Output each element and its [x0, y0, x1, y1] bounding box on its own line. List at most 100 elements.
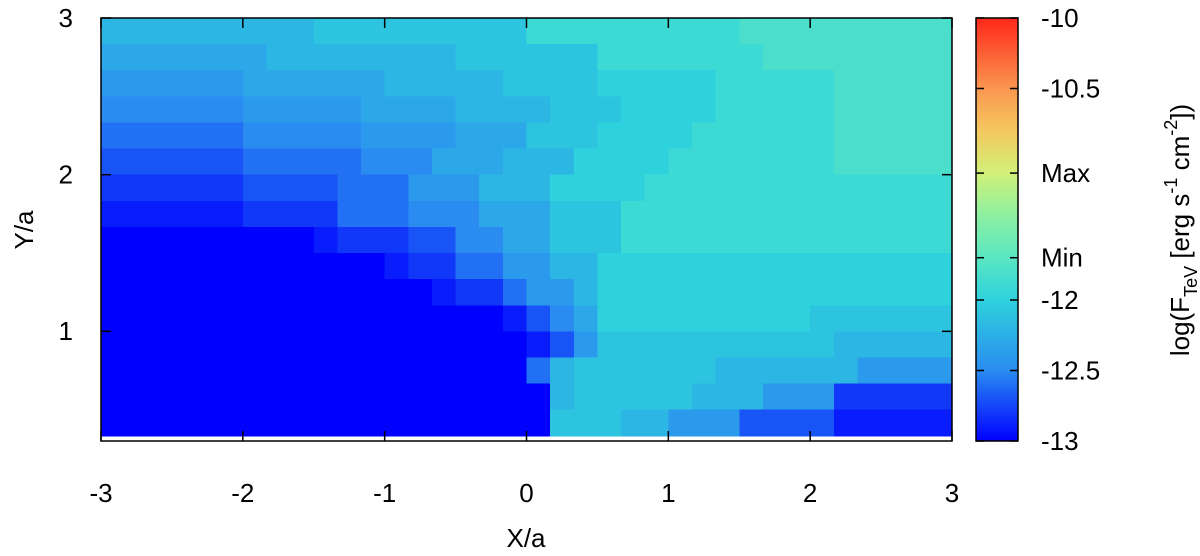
heatmap-cell	[762, 331, 788, 359]
heatmap-cell	[502, 200, 528, 228]
colorbar-tick-label: -10.5	[1041, 73, 1100, 103]
heatmap-cell	[455, 70, 480, 97]
heatmap-cell	[668, 18, 693, 45]
heatmap-cell	[242, 305, 268, 332]
heatmap-cell	[597, 148, 622, 176]
heatmap-cell	[644, 331, 669, 359]
y-tick-label: 1	[59, 316, 73, 346]
heatmap-cell	[361, 226, 386, 254]
heatmap-cell	[881, 357, 906, 385]
heatmap-cell	[928, 70, 953, 97]
heatmap-cell	[715, 357, 740, 385]
heatmap-cell	[904, 279, 929, 306]
heatmap-cell	[242, 409, 268, 437]
heatmap-cell	[124, 331, 149, 359]
heatmap-cell	[668, 122, 693, 150]
heatmap-cell	[597, 122, 622, 150]
heatmap-cell	[550, 96, 575, 124]
heatmap-cell	[857, 253, 882, 280]
colorbar-label-part: [erg s	[1165, 194, 1195, 266]
heatmap-cell	[786, 357, 811, 385]
heatmap-cell	[124, 96, 149, 124]
heatmap-cell	[242, 44, 268, 71]
heatmap-cell	[195, 148, 220, 176]
heatmap-cell	[573, 148, 599, 176]
heatmap-cell	[479, 44, 504, 71]
heatmap-cell	[691, 44, 717, 71]
heatmap-cell	[431, 200, 457, 228]
heatmap-cell	[526, 122, 551, 150]
heatmap-cell	[881, 18, 906, 45]
heatmap-cell	[810, 200, 835, 228]
heatmap-cell	[597, 383, 622, 411]
heatmap-cell	[195, 253, 220, 280]
heatmap-cell	[597, 200, 622, 228]
heatmap-cell	[928, 96, 953, 124]
heatmap-cell	[313, 70, 338, 97]
heatmap-cell	[526, 18, 551, 45]
heatmap-cell	[124, 305, 149, 332]
heatmap-cell	[148, 226, 173, 254]
heatmap-cell	[526, 44, 551, 71]
heatmap-cell	[384, 70, 409, 97]
heatmap-cell	[621, 148, 646, 176]
heatmap-cell	[691, 253, 717, 280]
heatmap-cell	[455, 174, 480, 202]
heatmap-cell	[739, 148, 764, 176]
colorbar-tick-label: -10	[1041, 3, 1079, 33]
heatmap-cell	[219, 70, 244, 97]
heatmap-cell	[597, 253, 622, 280]
heatmap-cell	[337, 409, 362, 437]
heatmap-cell	[810, 44, 835, 71]
heatmap-cell	[431, 279, 457, 306]
heatmap-cell	[148, 331, 173, 359]
heatmap-cell	[739, 305, 764, 332]
heatmap-cell	[361, 174, 386, 202]
heatmap-cell	[337, 305, 362, 332]
heatmap-cell	[597, 331, 622, 359]
heatmap-cell	[881, 305, 906, 332]
heatmap-cell	[101, 122, 126, 150]
heatmap-cell	[101, 331, 126, 359]
heatmap-cell	[337, 383, 362, 411]
heatmap-cell	[881, 174, 906, 202]
heatmap-cell	[101, 70, 126, 97]
heatmap-cell	[384, 96, 409, 124]
heatmap-cell	[219, 409, 244, 437]
heatmap-cell	[266, 200, 291, 228]
heatmap-cell	[479, 383, 504, 411]
colorbar-label-part: cm	[1165, 136, 1195, 178]
heatmap-cell	[266, 148, 291, 176]
heatmap-cell	[597, 18, 622, 45]
heatmap-cell	[337, 279, 362, 306]
heatmap-cell	[904, 44, 929, 71]
heatmap-cell	[290, 226, 315, 254]
colorbar-tick-label: -13	[1041, 426, 1079, 456]
heatmap-cell	[479, 96, 504, 124]
heatmap-cell	[171, 18, 197, 45]
heatmap-cell	[384, 383, 409, 411]
heatmap-cell	[242, 200, 268, 228]
heatmap-cell	[739, 409, 764, 437]
heatmap-cell	[337, 148, 362, 176]
heatmap-cell	[266, 253, 291, 280]
heatmap-cell	[550, 122, 575, 150]
heatmap-cell	[290, 18, 315, 45]
heatmap-cell	[455, 253, 480, 280]
heatmap-cell	[502, 331, 528, 359]
heatmap-cell	[857, 200, 882, 228]
heatmap-cell	[171, 409, 197, 437]
heatmap-cell	[408, 357, 433, 385]
heatmap-cell	[904, 305, 929, 332]
heatmap-cell	[266, 70, 291, 97]
heatmap-cell	[550, 357, 575, 385]
heatmap-cell	[431, 148, 457, 176]
heatmap-cell	[786, 18, 811, 45]
heatmap-cell	[810, 331, 835, 359]
heatmap-cell	[550, 200, 575, 228]
heatmap-cell	[479, 279, 504, 306]
heatmap-cell	[171, 226, 197, 254]
heatmap-cell	[195, 383, 220, 411]
heatmap-cell	[881, 70, 906, 97]
